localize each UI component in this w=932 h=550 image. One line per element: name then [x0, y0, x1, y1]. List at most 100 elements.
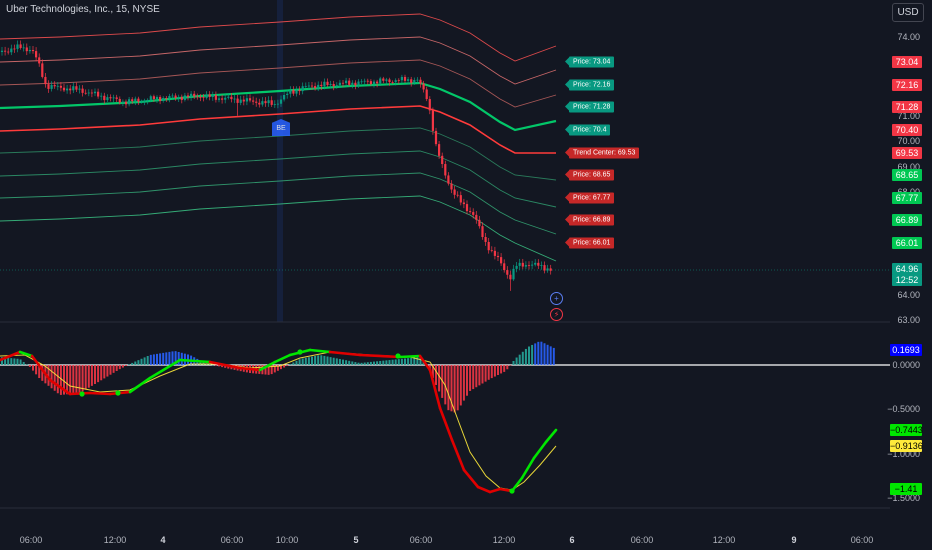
histogram-bar	[4, 357, 7, 365]
histogram-bar	[87, 365, 90, 388]
candle-body	[214, 94, 217, 100]
indicator-badge: 0.1693	[890, 344, 922, 356]
candle-body	[475, 214, 478, 220]
histogram-bar	[323, 355, 326, 365]
candle-body	[388, 79, 391, 83]
histogram-bar	[165, 352, 168, 365]
histogram-bar	[10, 358, 13, 365]
histogram-bar	[66, 365, 69, 395]
macd-line-segment	[398, 354, 422, 359]
add-alert-icon[interactable]: +	[550, 292, 563, 305]
histogram-bar	[289, 364, 292, 365]
candle-body	[462, 202, 465, 205]
be-signal-marker[interactable]: BE	[272, 119, 290, 136]
histogram-bar	[397, 359, 400, 365]
histogram-bar	[391, 359, 394, 365]
candle-body	[403, 76, 407, 81]
histogram-bar	[106, 365, 109, 377]
macd-line-segment	[418, 354, 432, 372]
histogram-bar	[69, 365, 72, 394]
lightning-icon[interactable]: ⚡	[550, 308, 563, 321]
candle-body	[289, 90, 292, 94]
histogram-bar	[59, 365, 62, 395]
histogram-bar	[78, 365, 81, 394]
histogram-bar	[500, 365, 503, 374]
histogram-bar	[22, 361, 25, 365]
histogram-bar	[549, 346, 552, 365]
histogram-bar	[373, 361, 375, 365]
candle-body	[252, 100, 255, 102]
macd-line-segment	[273, 353, 292, 364]
histogram-bar	[72, 365, 75, 394]
histogram-bar	[552, 347, 555, 365]
candle-body	[314, 86, 317, 89]
candle-body	[128, 99, 131, 105]
candle-body	[515, 265, 518, 269]
histogram-bar	[121, 365, 124, 368]
candle-body	[16, 44, 19, 49]
time-axis-label: 06:00	[630, 535, 654, 545]
macd-line-segment	[488, 487, 502, 494]
candle-body	[304, 86, 307, 87]
histogram-bar	[543, 343, 546, 365]
histogram-bar	[466, 365, 468, 396]
time-axis-label: 6	[569, 535, 575, 545]
chart-title: Uber Technologies, Inc., 15, NYSE	[6, 4, 160, 15]
histogram-bar	[528, 346, 530, 365]
candle-body	[329, 83, 332, 86]
candle-body	[124, 101, 128, 105]
histogram-bar	[345, 360, 348, 365]
candle-body	[38, 57, 41, 64]
candle-body	[376, 81, 379, 84]
candle-body	[360, 81, 363, 83]
time-axis-label: 10:00	[275, 535, 299, 545]
currency-button[interactable]: USD	[892, 3, 924, 22]
candle-body	[453, 189, 456, 195]
histogram-bar	[168, 351, 171, 365]
candle-body	[72, 86, 75, 91]
candle-body	[478, 219, 481, 227]
candle-body	[28, 50, 31, 52]
candle-body	[320, 84, 323, 87]
histogram-bar	[134, 361, 137, 365]
time-axis-label: 12:00	[492, 535, 516, 545]
price-axis-tick: 63.00	[897, 315, 920, 325]
histogram-bar	[382, 360, 385, 365]
histogram-bar	[537, 341, 540, 365]
histogram-bar	[273, 365, 276, 373]
candle-body	[450, 183, 453, 190]
channel-price-label: Price: 66.01	[564, 237, 615, 249]
histogram-bar	[35, 365, 38, 375]
histogram-bar	[453, 365, 456, 413]
candle-body	[230, 96, 233, 100]
candle-body	[357, 81, 360, 86]
candle-body	[137, 98, 140, 102]
candle-body	[400, 76, 403, 81]
candle-body	[326, 81, 329, 86]
macd-line-segment	[438, 406, 454, 442]
candle-body	[0, 50, 4, 52]
candle-body	[66, 88, 69, 91]
histogram-bar	[534, 343, 537, 365]
histogram-bar	[221, 365, 224, 368]
candle-body	[146, 99, 149, 101]
candle-body	[4, 50, 7, 52]
histogram-bar	[97, 365, 100, 383]
candle-body	[112, 97, 115, 99]
last-price-badge: 64.96	[892, 263, 922, 275]
candle-body	[143, 100, 146, 102]
channel-band-line	[0, 105, 556, 154]
histogram-bar	[128, 364, 131, 365]
candle-body	[62, 87, 66, 91]
candle-body	[459, 195, 462, 203]
histogram-bar	[56, 365, 59, 394]
histogram-bar	[156, 353, 158, 365]
histogram-bar	[472, 365, 475, 390]
histogram-bar	[75, 365, 78, 394]
candle-body	[509, 274, 512, 280]
candle-body	[484, 236, 487, 242]
candle-body	[264, 101, 267, 104]
candle-body	[75, 86, 78, 90]
histogram-bar	[224, 365, 227, 368]
